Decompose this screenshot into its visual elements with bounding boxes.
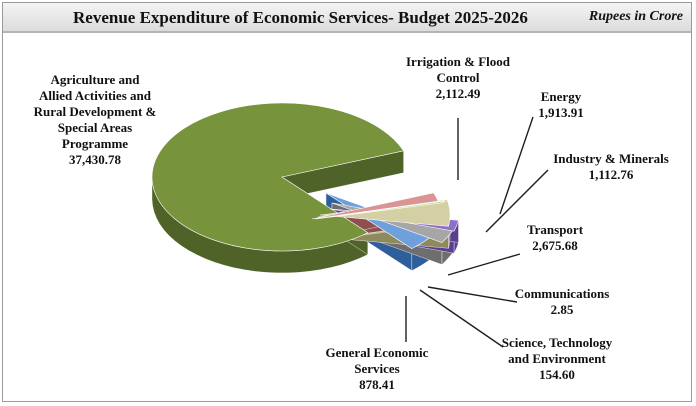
slice-general-economic-services-label: General Economic Services 878.41 xyxy=(326,345,429,392)
slice-energy-label: Energy 1,913.91 xyxy=(538,89,584,120)
slice-general-economic-services-top xyxy=(311,192,439,220)
chart-header: Revenue Expenditure of Economic Services… xyxy=(3,3,691,33)
slice-science-technology-and-environment-label: Science, Technology and Environment 154.60 xyxy=(502,335,613,382)
slice-agriculture-and-allied-activities-and-rural-development-special-areas-programme-top xyxy=(151,102,405,252)
slice-industry-minerals-label: Industry & Minerals 1,112.76 xyxy=(553,151,669,182)
slice-communications-label: Communications 2.85 xyxy=(515,286,610,317)
pie-tops xyxy=(151,102,459,252)
unit-label: Rupees in Crore xyxy=(588,9,683,24)
slice-labels: Agriculture and Allied Activities and Rura… xyxy=(34,54,669,392)
slice-irrigation-flood-control-label: Irrigation & Flood Control 2,112.49 xyxy=(406,54,511,101)
slice-energy-leader xyxy=(499,116,534,215)
leader-lines xyxy=(405,116,549,348)
chart-title: Revenue Expenditure of Economic Services… xyxy=(73,8,528,27)
slice-agriculture-and-allied-activities-and-rural-development-special-areas-programme-label: Agriculture and Allied Activities and Rura… xyxy=(34,72,157,167)
slice-industry-minerals-leader xyxy=(485,169,549,233)
slice-transport-leader xyxy=(447,253,521,276)
slice-transport-label: Transport 2,675.68 xyxy=(527,222,584,253)
chart-frame: Revenue Expenditure of Economic Services… xyxy=(2,2,692,402)
slice-communications-leader xyxy=(427,286,518,303)
slice-science-technology-and-environment-top xyxy=(315,200,444,220)
slice-science-technology-and-environment-leader xyxy=(419,289,504,348)
